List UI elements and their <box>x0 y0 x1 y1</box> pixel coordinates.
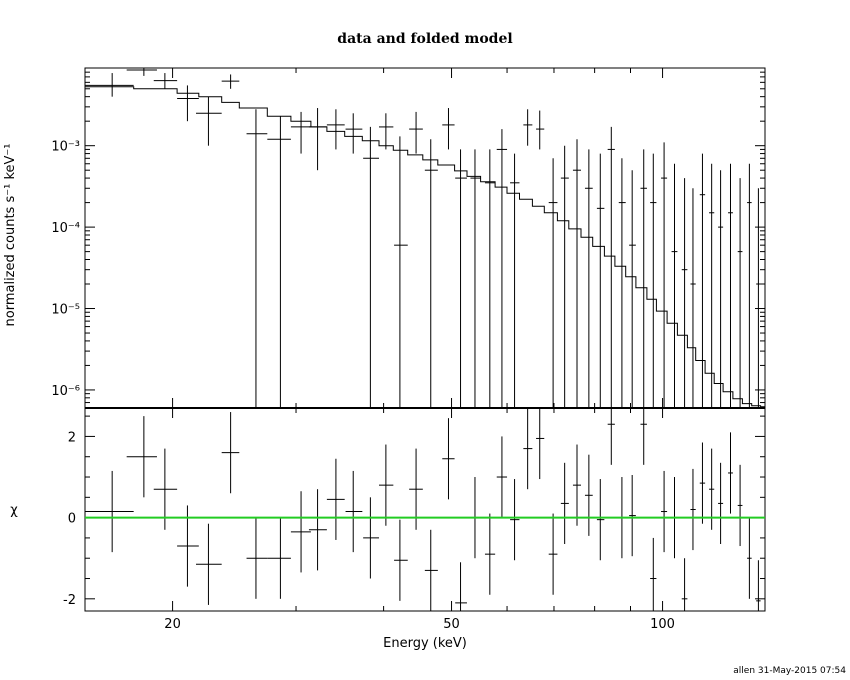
bottom-panel: 20 50 100 -2 0 2 <box>63 407 766 632</box>
model-step-line <box>85 86 765 408</box>
y-tick-label: 10⁻⁶ <box>51 384 80 399</box>
x-tick-label: 100 <box>650 617 675 632</box>
x-axis-label: Energy (keV) <box>383 636 467 651</box>
y-tick-label: 2 <box>68 430 76 445</box>
footer-stamp: allen 31-May-2015 07:54 <box>733 666 846 676</box>
x-tick-label: 50 <box>443 617 460 632</box>
y-tick-label: 10⁻³ <box>51 140 80 155</box>
y-tick-label: 10⁻⁵ <box>51 303 80 318</box>
x-tick-label: 20 <box>164 617 181 632</box>
y-tick-label: 0 <box>68 512 76 527</box>
top-panel: 10⁻⁶ 10⁻⁵ 10⁻⁴ 10⁻³ <box>51 67 766 409</box>
chart-title: data and folded model <box>337 31 512 47</box>
top-y-axis-label: normalized counts s⁻¹ keV⁻¹ <box>3 144 18 327</box>
bottom-plot-area <box>85 408 765 611</box>
bottom-y-axis-label: χ <box>10 503 18 518</box>
top-plot-area <box>85 68 765 408</box>
y-tick-label: -2 <box>63 593 76 608</box>
bottom-plot-frame <box>84 407 766 612</box>
y-tick-label: 10⁻⁴ <box>51 221 80 236</box>
